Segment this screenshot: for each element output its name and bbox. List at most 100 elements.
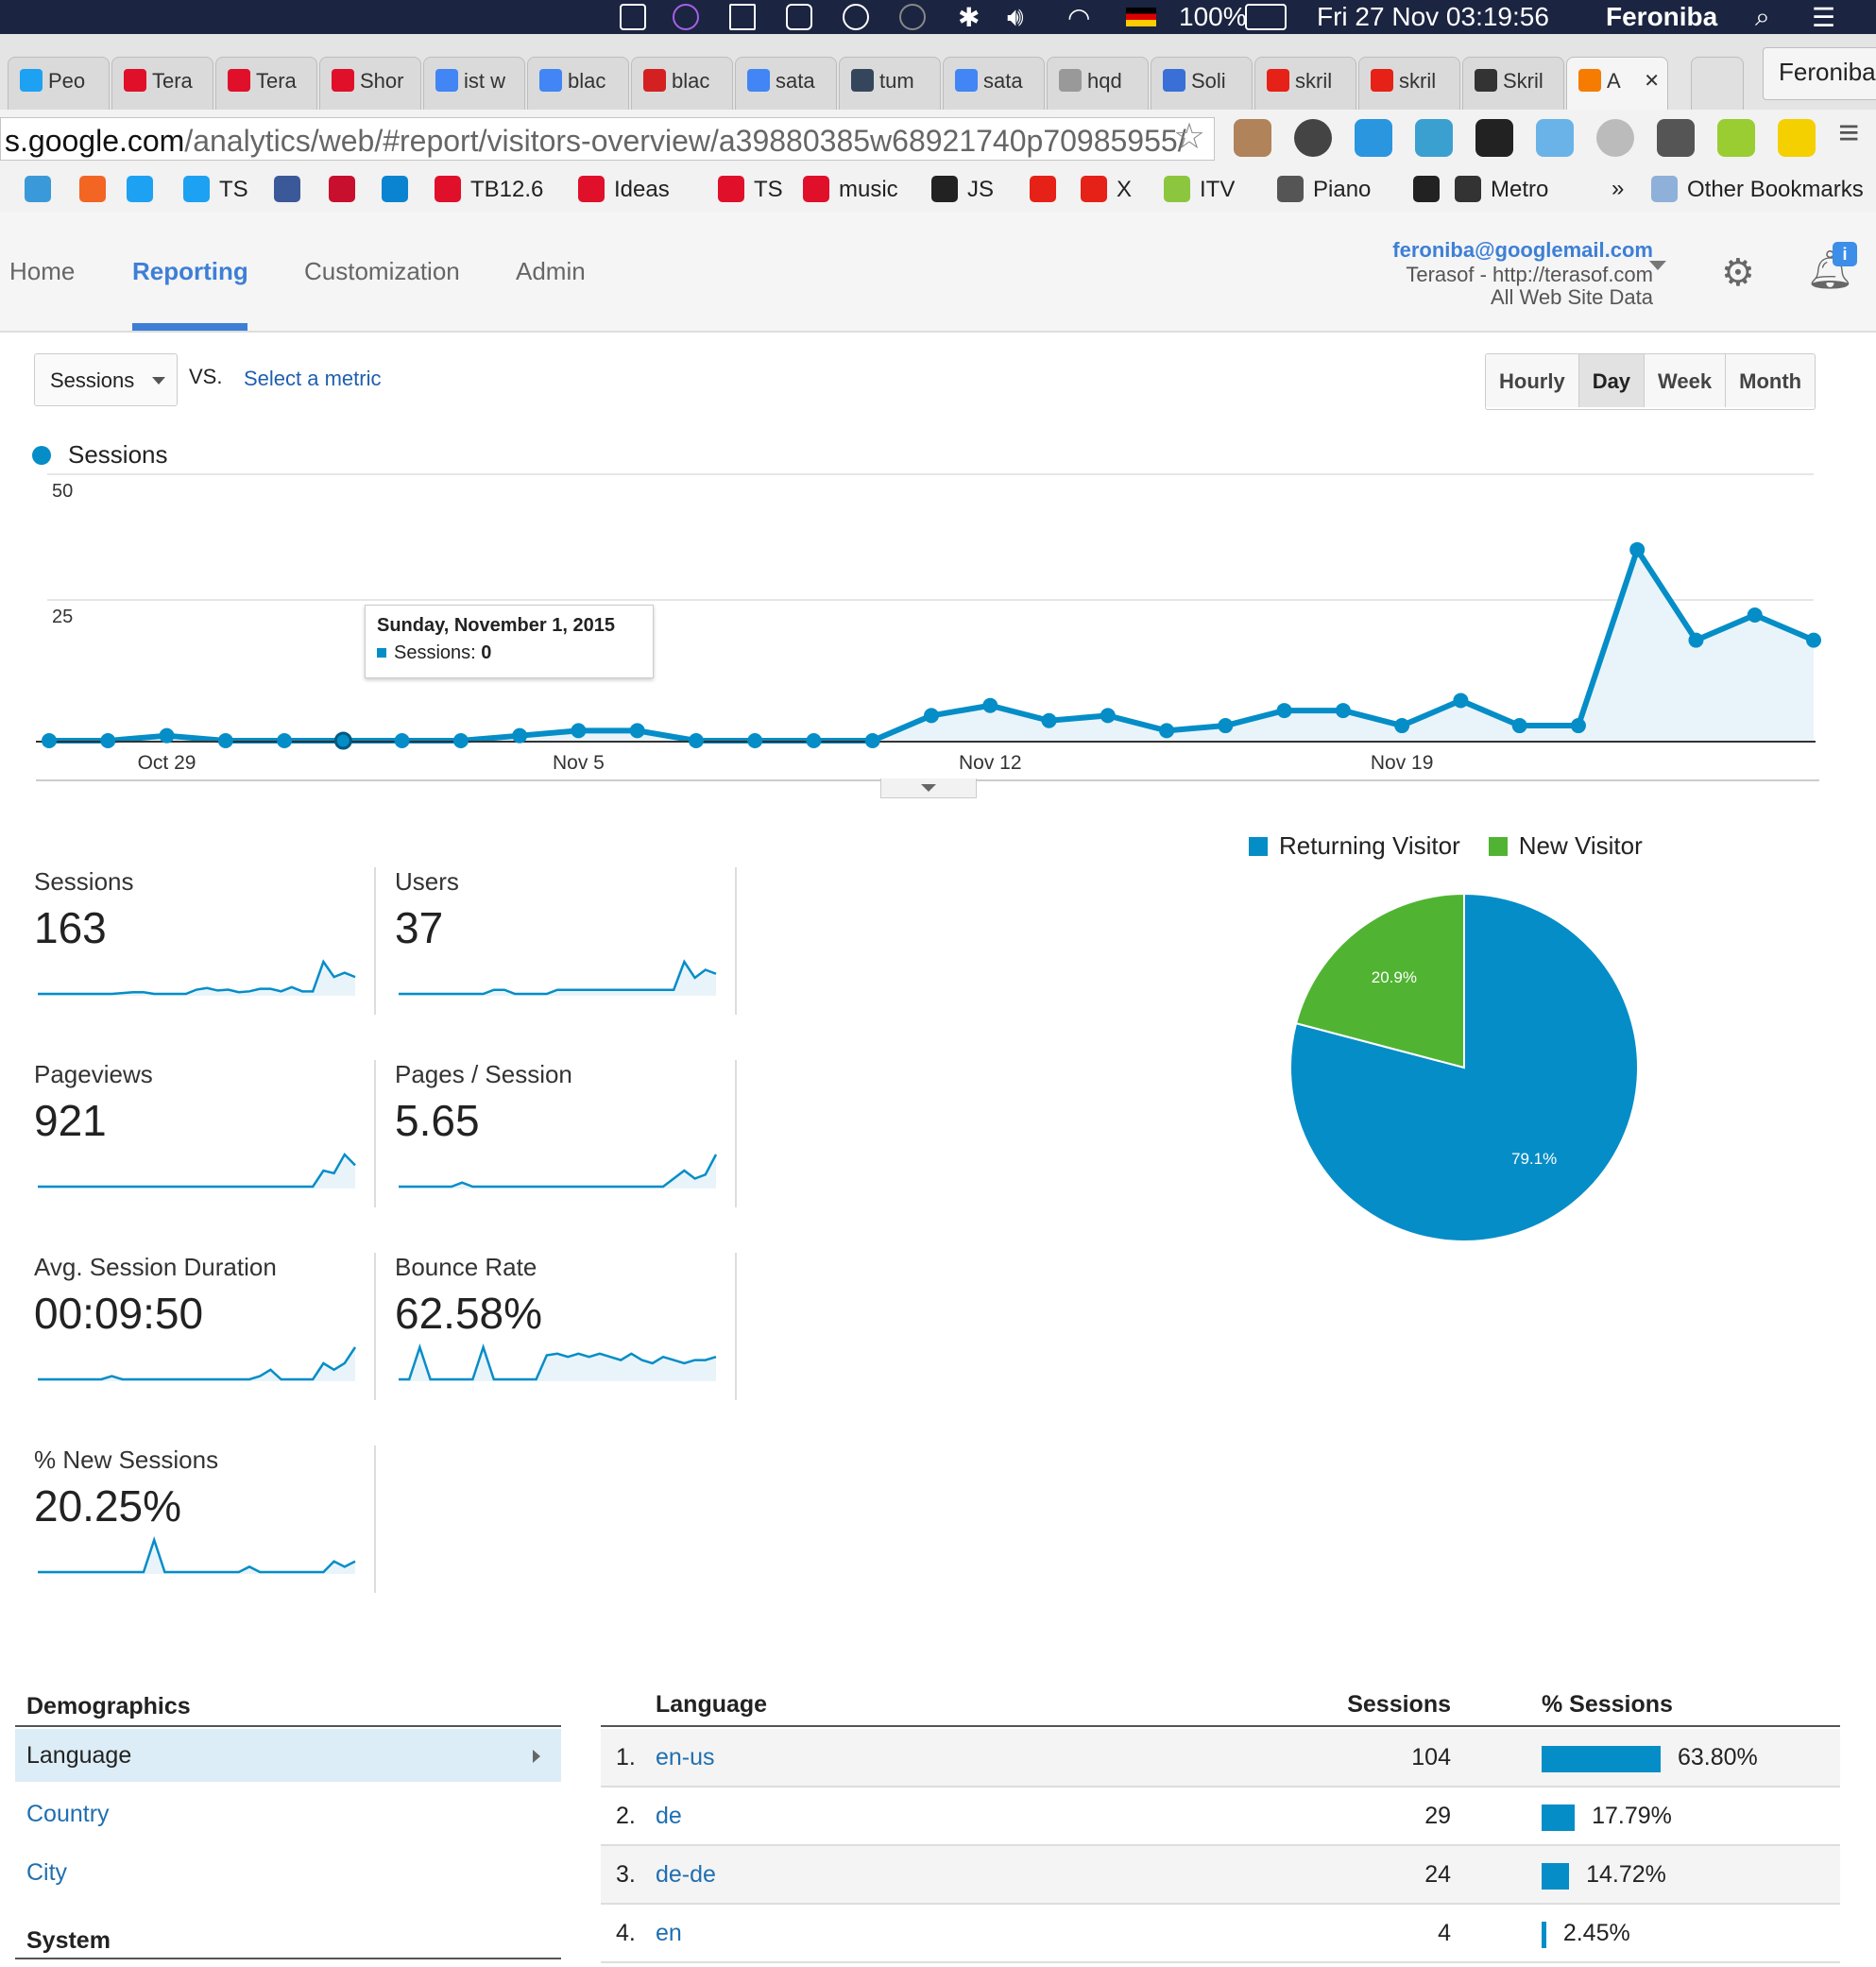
airplay-icon[interactable]	[786, 4, 812, 30]
bookmarks-overflow-button[interactable]: »	[1612, 176, 1625, 201]
close-tab-icon[interactable]: ✕	[1644, 71, 1660, 92]
translate-extension-icon[interactable]	[1415, 119, 1453, 157]
wifi-icon[interactable]: ◠	[1067, 3, 1091, 32]
metric-dropdown[interactable]: Sessions	[34, 353, 178, 406]
pinwheel-extension-icon[interactable]	[1717, 119, 1755, 157]
browser-tab[interactable]: ist w	[423, 57, 525, 110]
spotlight-search-icon[interactable]: ⌕	[1755, 2, 1770, 31]
bookmark-item[interactable]	[382, 176, 418, 203]
data-point[interactable]	[217, 733, 233, 748]
data-point[interactable]	[1335, 703, 1351, 719]
data-point[interactable]	[1394, 718, 1410, 734]
browser-tab[interactable]: sata	[943, 57, 1045, 110]
status-circle-icon[interactable]	[673, 4, 699, 30]
language-link[interactable]: en-us	[656, 1744, 715, 1770]
data-point[interactable]	[1218, 718, 1234, 734]
phone-extension-icon[interactable]	[1778, 119, 1816, 157]
nav-reporting[interactable]: Reporting	[132, 257, 248, 285]
bookmark-item[interactable]: ITV	[1164, 176, 1235, 203]
browser-tab[interactable]: tum	[839, 57, 941, 110]
scorecard[interactable]: Avg. Session Duration 00:09:50	[34, 1253, 357, 1404]
nav-customization[interactable]: Customization	[304, 257, 460, 285]
bookmark-item[interactable]	[1413, 176, 1449, 203]
data-point[interactable]	[1688, 632, 1704, 648]
language-link[interactable]: de	[656, 1803, 682, 1829]
notification-center-icon[interactable]: ☰	[1812, 3, 1836, 32]
pie-legend-item[interactable]: New Visitor	[1488, 831, 1643, 860]
data-point[interactable]	[1453, 693, 1469, 709]
accessibility-icon[interactable]	[843, 4, 869, 30]
data-point[interactable]	[277, 733, 293, 748]
scorecard[interactable]: Users 37	[395, 867, 717, 1018]
browser-tab[interactable]: Shor	[319, 57, 421, 110]
bookmark-item[interactable]: X	[1081, 176, 1132, 203]
data-point[interactable]	[1806, 632, 1821, 648]
scorecard[interactable]: Pages / Session 5.65	[395, 1060, 718, 1211]
granularity-hourly-button[interactable]: Hourly	[1486, 354, 1579, 407]
demographics-item-city[interactable]: City	[26, 1859, 68, 1886]
demographics-item-language[interactable]: Language	[15, 1729, 561, 1782]
browser-tab[interactable]: Skril	[1462, 57, 1564, 110]
granularity-week-button[interactable]: Week	[1645, 354, 1727, 407]
bluetooth-icon[interactable]: ✱	[958, 3, 981, 32]
scorecard[interactable]: Sessions 163	[34, 867, 356, 1018]
chart-collapse-handle[interactable]	[880, 778, 977, 798]
browser-tab[interactable]: skril	[1358, 57, 1460, 110]
bookmark-item[interactable]: JS	[931, 176, 994, 203]
account-property[interactable]: Terasof - http://terasof.com	[1406, 263, 1653, 286]
data-point[interactable]	[100, 733, 116, 748]
language-link[interactable]: de-de	[656, 1861, 716, 1888]
instagram-icon[interactable]	[1234, 119, 1271, 157]
data-point[interactable]	[982, 697, 998, 713]
data-point[interactable]	[452, 733, 469, 748]
table-row[interactable]: 3. de-de 24 14.72%	[601, 1846, 1840, 1905]
data-point[interactable]	[629, 723, 645, 739]
granularity-month-button[interactable]: Month	[1726, 354, 1816, 407]
bug-extension-icon[interactable]	[1657, 119, 1695, 157]
twitter-extension-icon[interactable]	[1355, 119, 1392, 157]
bookmark-item[interactable]	[274, 176, 310, 203]
language-link[interactable]: en	[656, 1920, 682, 1946]
data-point[interactable]	[1041, 712, 1057, 728]
data-point[interactable]	[688, 733, 704, 748]
header-sessions[interactable]: Sessions	[1347, 1691, 1451, 1718]
bookmark-item[interactable]: music	[803, 176, 898, 203]
scorecard[interactable]: % New Sessions 20.25%	[34, 1445, 356, 1597]
terminal-extension-icon[interactable]	[1475, 119, 1513, 157]
bookmark-item[interactable]	[79, 176, 115, 203]
header-pct-sessions[interactable]: % Sessions	[1542, 1691, 1673, 1718]
nav-admin[interactable]: Admin	[516, 257, 586, 285]
browser-tab[interactable]: Peo	[8, 57, 110, 110]
notification-badge-icon[interactable]: i	[1833, 242, 1857, 266]
url-field[interactable]: s.google.com/analytics/web/#report/visit…	[0, 117, 1215, 161]
data-point[interactable]	[1276, 703, 1292, 719]
volume-icon[interactable]: 🔊︎	[1007, 2, 1024, 31]
user-name[interactable]: Feroniba	[1606, 2, 1718, 31]
table-row[interactable]: 2. de 29 17.79%	[601, 1787, 1840, 1846]
gear-icon[interactable]: ⚙	[1721, 252, 1755, 294]
bookmark-item[interactable]: TS	[183, 176, 248, 203]
pie-slice[interactable]	[1289, 892, 1639, 1242]
bookmark-item[interactable]: Ideas	[578, 176, 670, 203]
data-point[interactable]	[1100, 708, 1116, 724]
data-point[interactable]	[864, 733, 880, 748]
data-point[interactable]	[1629, 541, 1646, 557]
data-point[interactable]	[924, 708, 939, 724]
chrome-menu-icon[interactable]: ≡	[1838, 113, 1860, 153]
bird-extension-icon[interactable]	[1536, 119, 1574, 157]
browser-tab[interactable]: sata	[735, 57, 837, 110]
other-bookmarks[interactable]: Other Bookmarks	[1651, 176, 1864, 203]
demographics-item-country[interactable]: Country	[26, 1801, 110, 1827]
profile-button[interactable]: Feroniba	[1763, 47, 1876, 100]
data-point[interactable]	[42, 733, 57, 748]
browser-tab[interactable]: skril	[1254, 57, 1356, 110]
bookmark-item[interactable]: TS	[718, 176, 783, 203]
browser-tab[interactable]: blac	[631, 57, 733, 110]
data-point[interactable]	[747, 733, 763, 748]
battery-icon[interactable]	[1245, 4, 1287, 30]
data-point[interactable]	[159, 727, 175, 744]
bookmark-item[interactable]: Piano	[1277, 176, 1371, 203]
header-language[interactable]: Language	[656, 1691, 768, 1718]
scorecard[interactable]: Bounce Rate 62.58%	[395, 1253, 717, 1404]
bookmark-item[interactable]: Metro	[1455, 176, 1548, 203]
